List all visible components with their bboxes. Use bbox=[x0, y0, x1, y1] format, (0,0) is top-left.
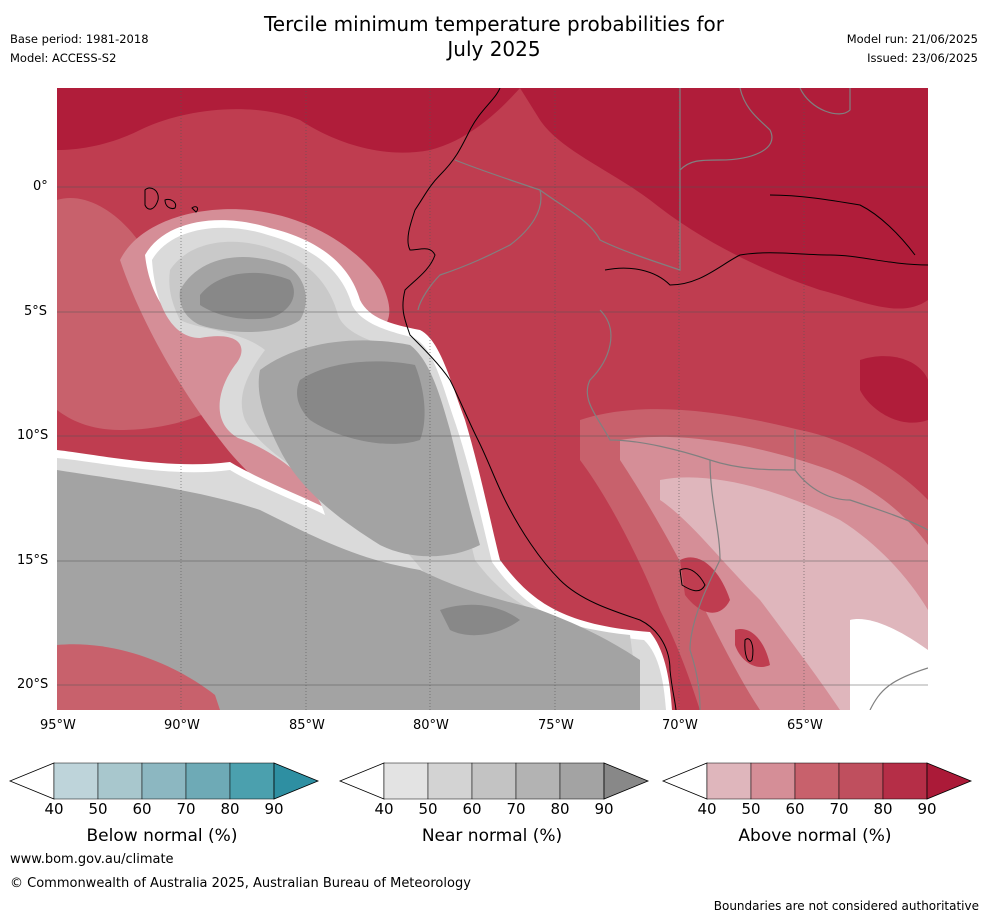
lon-label-70w: 70°W bbox=[662, 718, 698, 733]
lon-label-80w: 80°W bbox=[413, 718, 449, 733]
colorbar-segment bbox=[838, 762, 884, 800]
title-line-2: July 2025 bbox=[447, 37, 541, 61]
colorbar-segment bbox=[229, 762, 275, 800]
colorbar-tick-label: 70 bbox=[829, 800, 849, 818]
colorbar-tick-label: 40 bbox=[44, 800, 64, 818]
colorbar-extend-low bbox=[8, 762, 55, 800]
lat-label-15s: 15°S bbox=[17, 553, 49, 568]
colorbar-tick-label: 50 bbox=[418, 800, 438, 818]
colorbar-above-normal bbox=[661, 762, 973, 800]
latitude-lines bbox=[57, 186, 928, 686]
colorbar-extend-high bbox=[603, 762, 650, 800]
map-title: Tercile minimum temperature probabilitie… bbox=[0, 12, 988, 62]
above-normal-90-north-east bbox=[520, 88, 928, 309]
lat-label-10s: 10°S bbox=[17, 428, 49, 443]
colorbar-extend-high bbox=[273, 762, 320, 800]
colorbar-tick-label: 60 bbox=[785, 800, 805, 818]
coastline bbox=[144, 88, 928, 710]
lon-label-65w: 65°W bbox=[787, 718, 823, 733]
lon-label-95w: 95°W bbox=[40, 718, 76, 733]
below-normal-label: Below normal (%) bbox=[86, 826, 238, 846]
model-run: Model run: 21/06/2025 bbox=[846, 32, 978, 46]
boundaries-note: Boundaries are not considered authoritat… bbox=[713, 899, 979, 913]
above-normal-90-east bbox=[860, 356, 928, 423]
colorbar-tick-label: 60 bbox=[132, 800, 152, 818]
colorbar-tick-label: 70 bbox=[506, 800, 526, 818]
lon-label-90w: 90°W bbox=[164, 718, 200, 733]
colorbar-segment bbox=[141, 762, 187, 800]
colorbars bbox=[8, 762, 973, 800]
colorbar-segment bbox=[706, 762, 752, 800]
colorbar-tick-label: 80 bbox=[220, 800, 240, 818]
lat-label-20s: 20°S bbox=[17, 677, 49, 692]
lon-label-75w: 75°W bbox=[538, 718, 574, 733]
title-line-1: Tercile minimum temperature probabilitie… bbox=[263, 12, 725, 36]
meta-right: Model run: 21/06/2025 Issued: 23/06/2025 bbox=[847, 30, 978, 68]
colorbar-segment bbox=[515, 762, 561, 800]
map-fill-layer bbox=[57, 88, 928, 710]
colorbar-segment bbox=[427, 762, 473, 800]
colorbar-segment bbox=[882, 762, 928, 800]
meta-left: Base period: 1981-2018 Model: ACCESS-S2 bbox=[10, 30, 149, 68]
lat-label-0: 0° bbox=[33, 179, 48, 194]
near-normal-90-centre bbox=[297, 361, 425, 444]
above-normal-label: Above normal (%) bbox=[738, 826, 892, 846]
near-normal-90-south bbox=[440, 604, 520, 636]
near-normal-80-south bbox=[57, 470, 640, 710]
colorbar-tick-label: 40 bbox=[697, 800, 717, 818]
colorbar-extend-high bbox=[926, 762, 973, 800]
colorbar-extend-low bbox=[661, 762, 708, 800]
colorbar-segment bbox=[185, 762, 231, 800]
above-normal-70-sw-corner bbox=[57, 644, 220, 710]
above-normal-90-north-west bbox=[57, 88, 520, 153]
copyright-text: © Commonwealth of Australia 2025, Austra… bbox=[10, 876, 471, 891]
colorbar-segment bbox=[383, 762, 429, 800]
colorbar-segment bbox=[471, 762, 517, 800]
colorbar-tick-label: 80 bbox=[550, 800, 570, 818]
colorbar-segment bbox=[53, 762, 99, 800]
colorbar-tick-label: 60 bbox=[462, 800, 482, 818]
colorbar-segment bbox=[559, 762, 605, 800]
colorbar-below-normal bbox=[8, 762, 320, 800]
colorbar-extend-low bbox=[338, 762, 385, 800]
near-normal-90-west-centre bbox=[200, 272, 294, 320]
colorbar-tick-label: 70 bbox=[176, 800, 196, 818]
lon-label-85w: 85°W bbox=[289, 718, 325, 733]
website-link[interactable]: www.bom.gov.au/climate bbox=[10, 852, 174, 867]
colorbar-tick-label: 90 bbox=[594, 800, 614, 818]
near-normal-label: Near normal (%) bbox=[421, 826, 563, 846]
colorbar-tick-label: 90 bbox=[917, 800, 937, 818]
colorbar-tick-label: 80 bbox=[873, 800, 893, 818]
lat-label-5s: 5°S bbox=[24, 304, 48, 319]
colorbar-tick-label: 50 bbox=[741, 800, 761, 818]
colorbar-segment bbox=[794, 762, 840, 800]
model-name: Model: ACCESS-S2 bbox=[10, 51, 117, 65]
colorbar-near-normal bbox=[338, 762, 650, 800]
colorbar-segment bbox=[750, 762, 796, 800]
colorbar-tick-label: 40 bbox=[374, 800, 394, 818]
colorbar-tick-label: 50 bbox=[88, 800, 108, 818]
colorbar-segment bbox=[97, 762, 143, 800]
issued-date: Issued: 23/06/2025 bbox=[867, 51, 978, 65]
colorbar-tick-label: 90 bbox=[264, 800, 284, 818]
country-borders bbox=[417, 88, 928, 710]
base-period: Base period: 1981-2018 bbox=[10, 32, 149, 46]
below-40-southeast bbox=[850, 619, 928, 710]
